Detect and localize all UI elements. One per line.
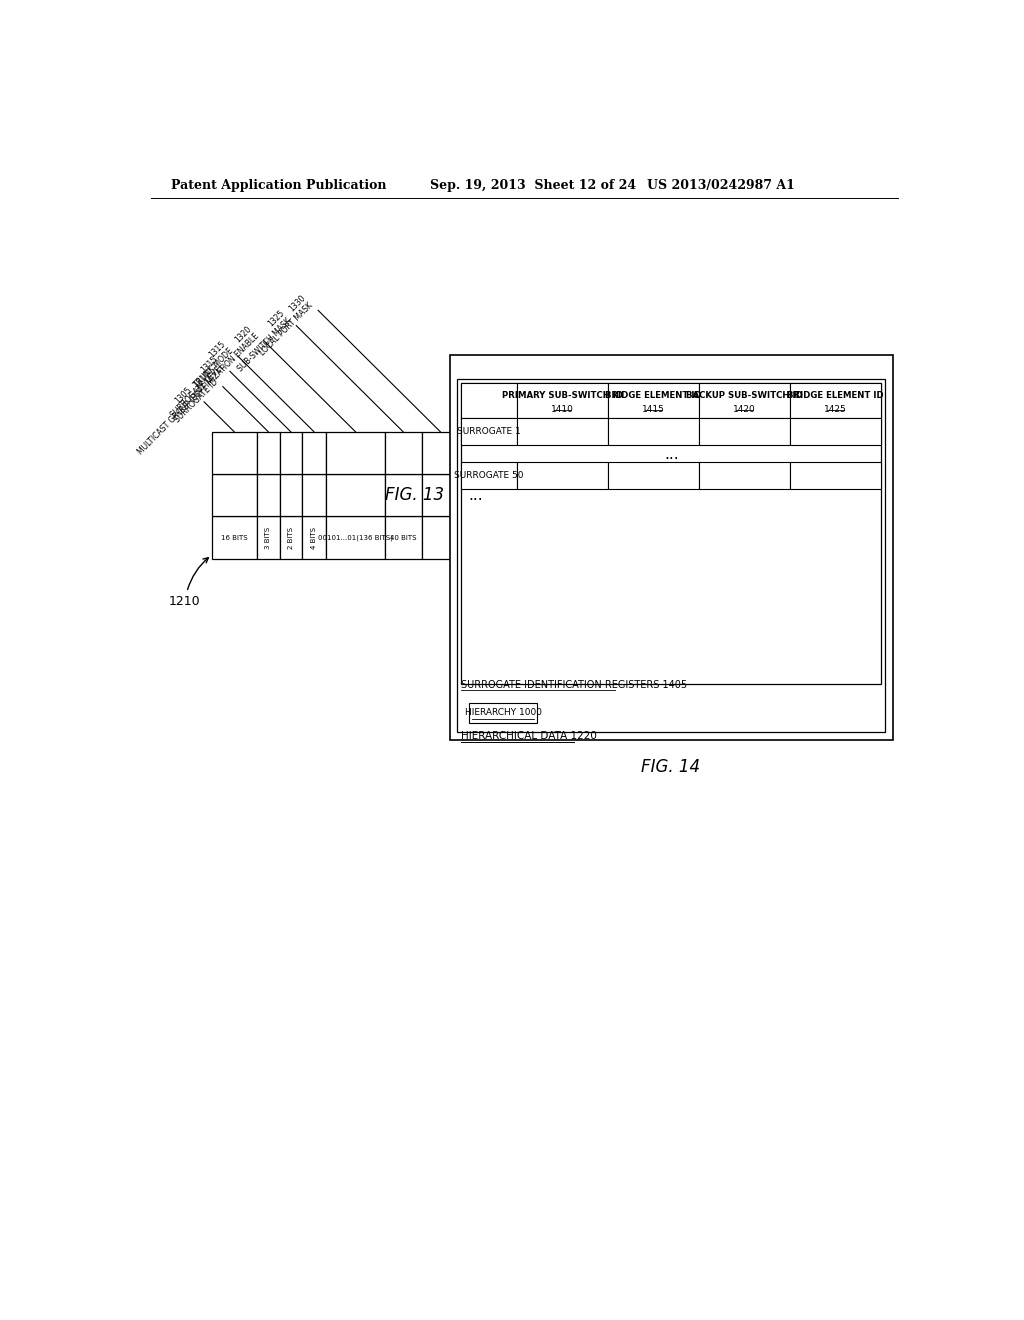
Text: Patent Application Publication: Patent Application Publication	[171, 178, 386, 191]
Text: SURROGATE 1: SURROGATE 1	[458, 426, 521, 436]
Bar	[385, 516, 422, 558]
Bar	[302, 432, 327, 474]
Text: 1305
MULTICAST GROUP ID: 1305 MULTICAST GROUP ID	[129, 385, 201, 457]
Text: ...: ...	[469, 488, 483, 503]
Text: 1330
LOCAL PORT MASK: 1330 LOCAL PORT MASK	[251, 293, 315, 358]
Text: BACKUP SUB-SWITCH ID: BACKUP SUB-SWITCH ID	[686, 391, 803, 400]
Text: 1320
OPTIMIZATION ENABLE: 1320 OPTIMIZATION ENABLE	[185, 323, 261, 399]
Text: 3 BITS: 3 BITS	[265, 527, 271, 549]
Bar	[257, 474, 280, 516]
Bar	[489, 474, 524, 516]
Bar	[257, 432, 280, 474]
Bar	[302, 516, 327, 558]
Bar	[327, 474, 385, 516]
Bar	[327, 432, 385, 474]
Text: 1210: 1210	[169, 558, 208, 609]
Bar	[791, 418, 882, 445]
Bar	[461, 462, 517, 488]
Bar	[791, 383, 882, 418]
Bar	[524, 432, 560, 474]
Bar	[385, 474, 422, 516]
Text: SURROGATE IDENTIFICATION REGISTERS 1405: SURROGATE IDENTIFICATION REGISTERS 1405	[461, 680, 687, 689]
Bar	[517, 418, 608, 445]
Bar	[422, 474, 459, 516]
Bar	[212, 432, 257, 474]
Bar	[791, 462, 882, 488]
Bar	[524, 474, 560, 516]
Text: 00101...01(136 BITS): 00101...01(136 BITS)	[318, 535, 393, 541]
Text: FIG. 14: FIG. 14	[641, 758, 700, 776]
Text: SURROGATE 50: SURROGATE 50	[455, 471, 524, 479]
Text: 2 BITS: 2 BITS	[288, 527, 294, 549]
Text: 1325
SUB-SWITCH MASK: 1325 SUB-SWITCH MASK	[228, 309, 293, 374]
Bar	[699, 383, 791, 418]
Bar	[461, 418, 517, 445]
Text: 40 BITS: 40 BITS	[390, 535, 417, 541]
Bar	[302, 474, 327, 516]
Bar	[699, 462, 791, 488]
Bar	[212, 474, 257, 516]
Text: BRIDGE ELEMENT ID: BRIDGE ELEMENT ID	[787, 391, 884, 400]
Text: HIERARCHICAL DATA 1220: HIERARCHICAL DATA 1220	[461, 731, 597, 742]
Text: ...: ...	[664, 446, 679, 462]
Text: BRIDGE ELEMENT ID: BRIDGE ELEMENT ID	[605, 391, 702, 400]
Bar	[327, 516, 385, 558]
Text: 1420: 1420	[733, 405, 756, 413]
Bar	[257, 516, 280, 558]
Text: HIERARCHY 1000: HIERARCHY 1000	[465, 709, 542, 717]
Text: 1315
SURROGATE LEVEL: 1315 SURROGATE LEVEL	[162, 355, 227, 420]
Bar	[385, 432, 422, 474]
Bar	[489, 432, 524, 474]
Text: 1315
TRUNK MODE: 1315 TRUNK MODE	[184, 339, 234, 389]
Bar	[524, 516, 560, 558]
Text: 1425: 1425	[824, 405, 847, 413]
Bar	[469, 702, 538, 723]
Bar	[450, 355, 893, 739]
Text: US 2013/0242987 A1: US 2013/0242987 A1	[647, 178, 795, 191]
Bar	[212, 516, 257, 558]
Bar	[280, 474, 302, 516]
Bar	[280, 432, 302, 474]
Text: FIG. 13: FIG. 13	[385, 486, 444, 504]
Bar	[461, 383, 517, 418]
Text: 16 BITS: 16 BITS	[221, 535, 248, 541]
Bar	[517, 462, 608, 488]
Bar	[458, 379, 885, 733]
Text: Sep. 19, 2013  Sheet 12 of 24: Sep. 19, 2013 Sheet 12 of 24	[430, 178, 636, 191]
Bar	[608, 462, 699, 488]
Bar	[280, 516, 302, 558]
Text: PRIMARY SUB-SWITCH ID: PRIMARY SUB-SWITCH ID	[502, 391, 624, 400]
Bar	[699, 418, 791, 445]
Text: 4 BITS: 4 BITS	[311, 527, 317, 549]
Bar	[608, 418, 699, 445]
Text: 1410: 1410	[551, 405, 574, 413]
Bar	[422, 432, 459, 474]
Text: 1415: 1415	[642, 405, 665, 413]
Bar	[422, 516, 459, 558]
Text: 1310
SURROGATE ID: 1310 SURROGATE ID	[166, 370, 220, 424]
Bar	[461, 383, 882, 684]
Bar	[608, 383, 699, 418]
Bar	[489, 516, 524, 558]
Bar	[517, 383, 608, 418]
